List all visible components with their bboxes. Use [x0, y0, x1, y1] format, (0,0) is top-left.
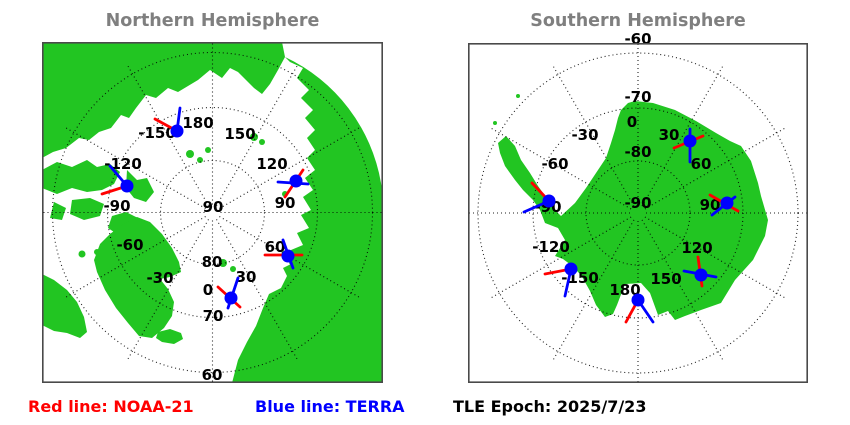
north-land — [42, 42, 383, 383]
map-label: 60 — [691, 155, 712, 173]
map-label: 30 — [236, 268, 257, 286]
satellite-marker — [564, 262, 578, 276]
map-label: 180 — [609, 281, 640, 299]
north-map: 180 -150 150 -120 120 -90 90 90 -60 60 8… — [42, 42, 383, 384]
map-label: -120 — [532, 238, 570, 256]
map-label: 60 — [265, 238, 286, 256]
map-label: -60 — [116, 236, 143, 254]
map-label: -120 — [104, 155, 142, 173]
satellite-marker — [281, 249, 295, 263]
legend-blue-line: Blue line: TERRA — [255, 397, 405, 416]
south-map-frame — [468, 43, 808, 383]
satellite-marker — [542, 194, 556, 208]
map-label: 120 — [256, 155, 287, 173]
map-label: -90 — [103, 197, 130, 215]
map-label: 150 — [650, 270, 681, 288]
map-label: 30 — [659, 126, 680, 144]
map-label: -30 — [571, 126, 598, 144]
satellite-marker — [289, 174, 303, 188]
satellite-marker — [683, 134, 697, 148]
map-label: 0 — [627, 113, 637, 131]
map-label: 0 — [203, 281, 213, 299]
map-label: 150 — [224, 125, 255, 143]
south-map: -60 -70 0 30 -30 -80 60 -60 -90 -90 90 -… — [468, 30, 808, 383]
north-map-frame — [42, 42, 383, 383]
map-label: 90 — [203, 198, 224, 216]
map-label: -80 — [624, 143, 651, 161]
north-graticule — [42, 42, 383, 383]
map-label: 80 — [202, 253, 223, 271]
satellite-marker — [720, 196, 734, 210]
map-label: 90 — [275, 194, 296, 212]
south-title: Southern Hemisphere — [530, 11, 746, 31]
legend-red-line: Red line: NOAA-21 — [28, 397, 194, 416]
map-label: -30 — [146, 269, 173, 287]
satellite-marker — [694, 268, 708, 282]
map-label: -70 — [624, 88, 651, 106]
south-grid-labels: -60 -70 0 30 -30 -80 60 -60 -90 -90 90 -… — [532, 30, 720, 299]
north-title: Northern Hemisphere — [105, 11, 320, 31]
map-label: -90 — [624, 194, 651, 212]
north-grid-labels: 180 -150 150 -120 120 -90 90 90 -60 60 8… — [103, 114, 295, 384]
satellite-marker — [224, 291, 238, 305]
map-label: 70 — [203, 307, 224, 325]
map-label: -60 — [541, 155, 568, 173]
map-label: 60 — [202, 366, 223, 384]
map-label: 90 — [700, 196, 721, 214]
south-satellite-markers — [542, 134, 734, 307]
map-label: -60 — [624, 30, 651, 48]
tle-epoch-label: TLE Epoch: 2025/7/23 — [453, 397, 647, 416]
map-label: 180 — [182, 114, 213, 132]
satellite-marker — [120, 179, 134, 193]
map-label: 120 — [681, 239, 712, 257]
map-label: -150 — [138, 124, 176, 142]
north-satellite-markers — [120, 124, 303, 305]
satellite-marker — [170, 124, 184, 138]
satellite-marker — [631, 293, 645, 307]
